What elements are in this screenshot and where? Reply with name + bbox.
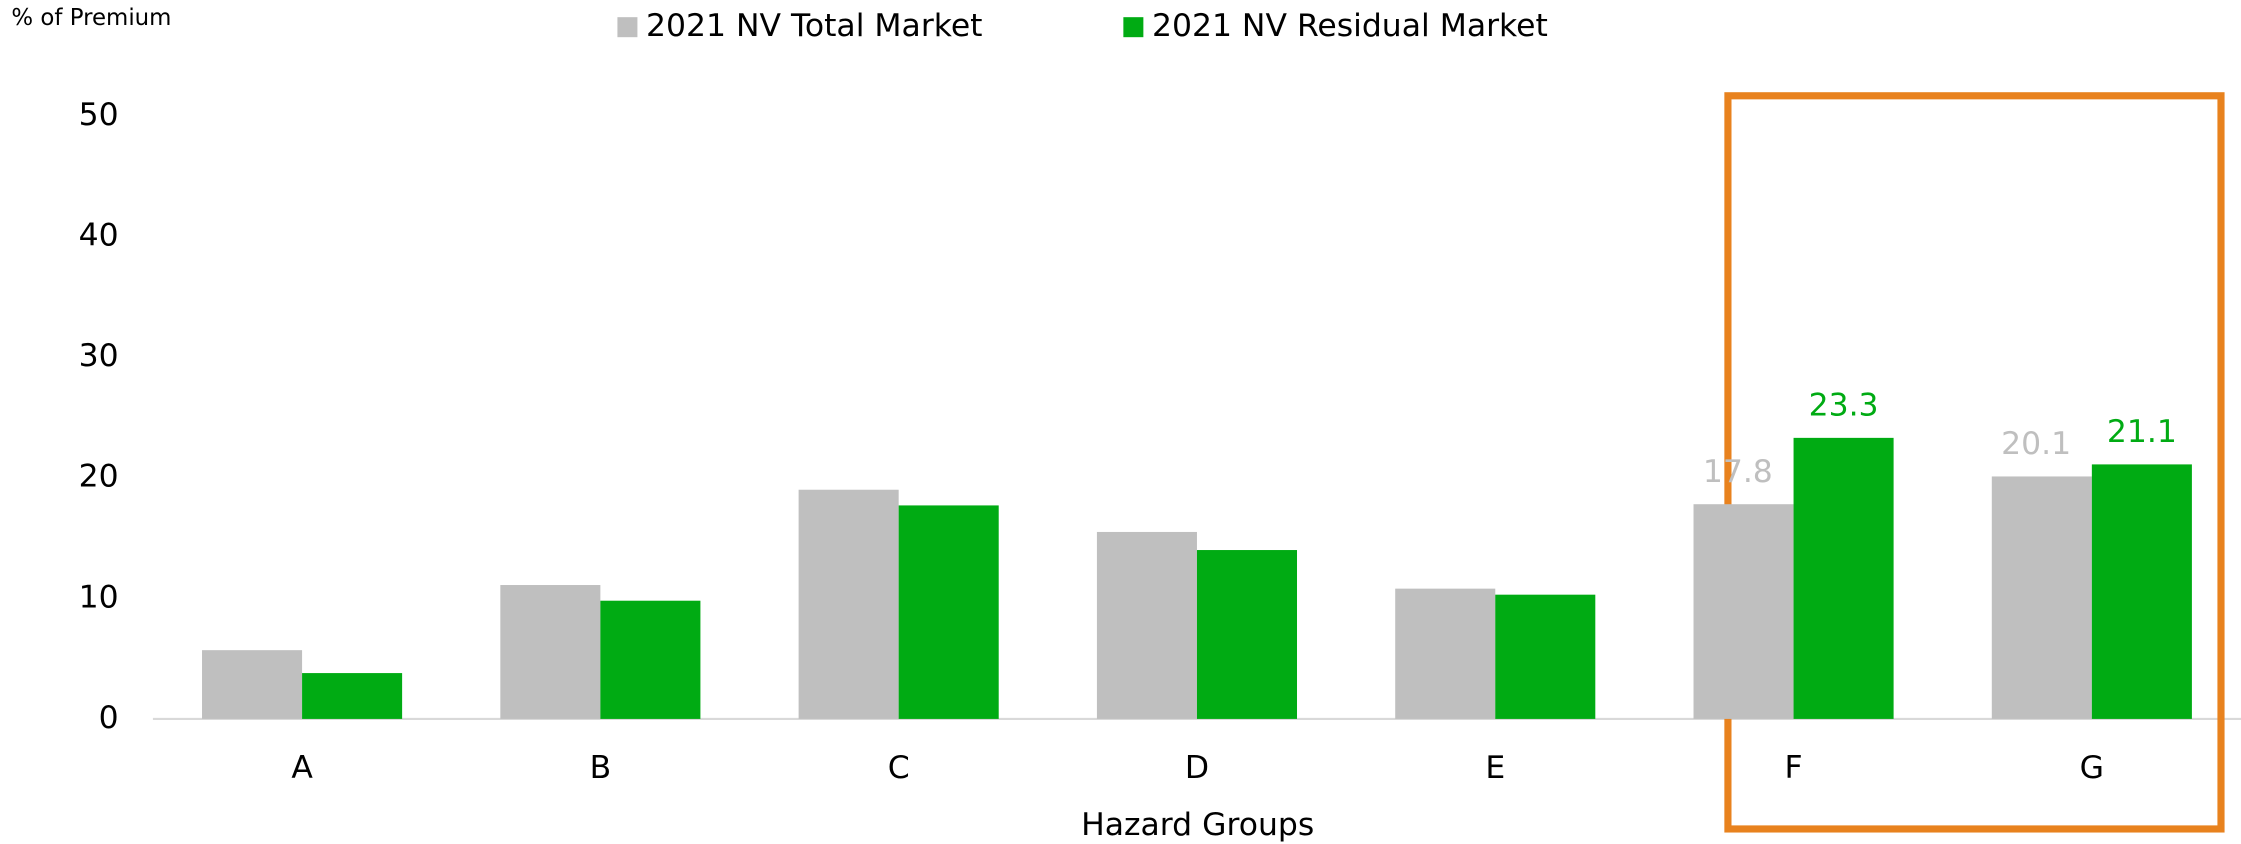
data-label: 20.1 bbox=[2001, 426, 2071, 462]
bar bbox=[1693, 504, 1794, 719]
bar bbox=[1991, 476, 2092, 719]
bar bbox=[1495, 594, 1596, 719]
y-axis-label: % of Premium bbox=[11, 5, 171, 31]
y-tick-label: 50 bbox=[79, 97, 119, 133]
x-axis-label: Hazard Groups bbox=[1081, 807, 1314, 843]
data-label: 23.3 bbox=[1809, 387, 1879, 423]
bar bbox=[1196, 550, 1298, 719]
data-label: 21.1 bbox=[2107, 414, 2177, 450]
x-tick-label: E bbox=[1485, 750, 1505, 786]
y-tick-label: 0 bbox=[99, 700, 119, 736]
legend-label: 2021 NV Residual Market bbox=[1152, 8, 1548, 44]
legend-swatch bbox=[617, 17, 638, 38]
bar bbox=[202, 650, 303, 719]
bar bbox=[1395, 588, 1496, 719]
y-tick-label: 40 bbox=[79, 217, 119, 253]
bar bbox=[898, 505, 999, 719]
bar bbox=[500, 585, 601, 719]
x-tick-label: A bbox=[291, 750, 313, 786]
legend-swatch bbox=[1123, 17, 1144, 38]
bar bbox=[600, 600, 701, 719]
data-label: 17.8 bbox=[1703, 454, 1773, 490]
bar bbox=[1096, 531, 1197, 719]
y-tick-label: 20 bbox=[79, 459, 119, 495]
x-tick-label: G bbox=[2080, 750, 2104, 786]
x-tick-label: C bbox=[888, 750, 910, 786]
x-tick-label: B bbox=[590, 750, 612, 786]
y-tick-label: 30 bbox=[79, 338, 119, 374]
bar bbox=[302, 673, 403, 719]
legend-label: 2021 NV Total Market bbox=[646, 8, 982, 44]
bar bbox=[1793, 437, 1894, 719]
bar bbox=[2091, 464, 2192, 719]
x-tick-label: D bbox=[1185, 750, 1209, 786]
x-tick-label: F bbox=[1785, 750, 1803, 786]
highlight-box bbox=[1724, 92, 2225, 833]
y-tick-label: 10 bbox=[79, 579, 119, 615]
bar bbox=[798, 489, 899, 719]
